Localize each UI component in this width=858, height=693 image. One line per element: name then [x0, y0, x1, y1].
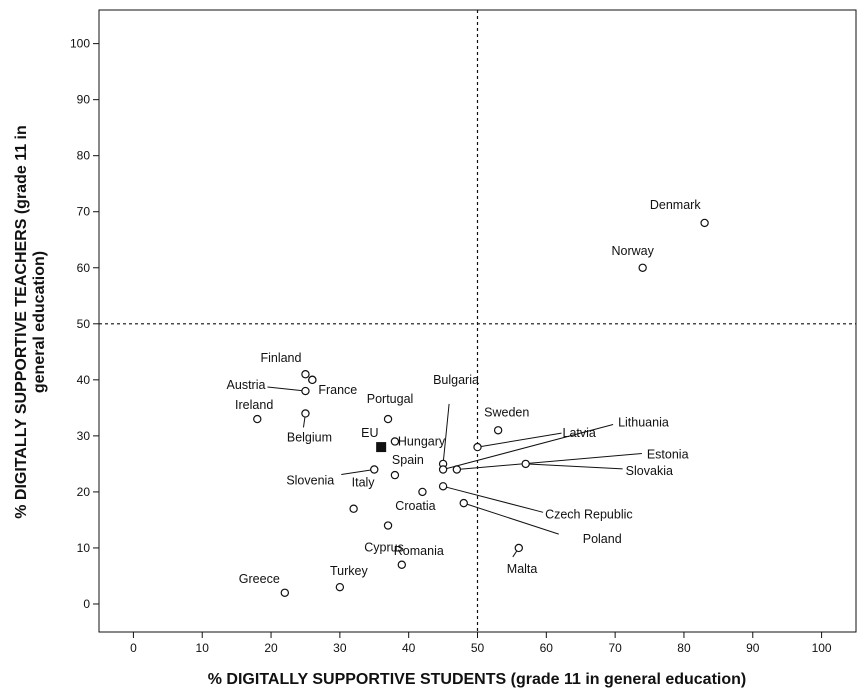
data-point — [253, 414, 262, 424]
point-label: Turkey — [330, 564, 368, 578]
y-tick-label: 10 — [77, 541, 91, 555]
y-axis-title-line-2: general education) — [31, 251, 48, 393]
data-point — [301, 370, 310, 379]
data-point — [638, 263, 647, 272]
data-point — [301, 386, 310, 396]
point-label: Slovenia — [286, 473, 334, 487]
x-axis-title: % DIGITALLY SUPPORTIVE STUDENTS (grade 1… — [208, 671, 746, 688]
y-tick-label: 50 — [77, 317, 91, 331]
data-points — [253, 218, 709, 597]
point-label: Romania — [394, 544, 444, 558]
data-point — [452, 465, 462, 474]
leader-line — [477, 432, 562, 448]
point-label: Portugal — [367, 392, 414, 406]
x-tick-label: 80 — [677, 641, 691, 655]
x-tick-label: 60 — [540, 641, 554, 655]
x-tick-label: 100 — [812, 641, 832, 655]
point-label: Bulgaria — [433, 373, 479, 387]
data-point — [700, 218, 709, 228]
y-tick-label: 0 — [83, 597, 90, 611]
point-labels: Denmark Norway Finland Austria France Ireland… — [227, 198, 702, 586]
x-axis-ticks: 0 10 20 30 40 50 60 70 80 90 100 — [130, 632, 832, 655]
point-label: Latvia — [563, 426, 596, 440]
leader-line — [341, 469, 375, 475]
leader-lines — [267, 386, 642, 558]
y-tick-label: 70 — [77, 205, 91, 219]
y-axis-ticks: 0 10 20 30 40 50 60 70 80 90 100 — [70, 37, 99, 611]
y-tick-label: 80 — [77, 149, 91, 163]
y-tick-label: 40 — [77, 373, 91, 387]
data-point — [370, 465, 379, 474]
point-label: Denmark — [650, 198, 701, 212]
leader-line — [267, 386, 306, 392]
data-point — [473, 442, 482, 452]
point-label: Poland — [583, 532, 622, 546]
point-label: Ireland — [235, 398, 273, 412]
x-tick-label: 90 — [746, 641, 760, 655]
data-point — [390, 437, 400, 446]
data-point — [301, 409, 310, 418]
point-label: Lithuania — [618, 415, 669, 429]
point-label: Czech Republic — [545, 507, 633, 521]
data-point — [383, 414, 393, 424]
data-point — [418, 487, 427, 497]
point-label: Austria — [227, 378, 266, 392]
x-tick-label: 10 — [196, 641, 210, 655]
point-label: Finland — [260, 351, 301, 365]
data-point — [397, 560, 406, 569]
x-tick-label: 20 — [264, 641, 278, 655]
point-label: France — [318, 383, 357, 397]
y-tick-label: 20 — [77, 485, 91, 499]
data-point — [383, 521, 393, 530]
point-label: Malta — [507, 562, 538, 576]
point-label: Croatia — [395, 499, 435, 513]
leader-line — [525, 463, 623, 470]
y-axis-title-line-1: % DIGITALLY SUPPORTIVE TEACHERS (grade 1… — [13, 125, 30, 519]
eu-marker — [376, 442, 387, 453]
y-tick-label: 60 — [77, 261, 91, 275]
leader-line — [463, 502, 559, 535]
point-label: Sweden — [484, 405, 529, 419]
data-point — [493, 426, 503, 435]
data-point — [335, 582, 345, 592]
point-label: Norway — [611, 244, 654, 258]
point-label: Estonia — [647, 447, 689, 461]
x-tick-label: 70 — [608, 641, 622, 655]
x-tick-label: 0 — [130, 641, 137, 655]
y-tick-label: 100 — [70, 37, 90, 51]
point-label: Italy — [352, 476, 376, 490]
point-label: Spain — [392, 453, 424, 467]
y-tick-label: 30 — [77, 429, 91, 443]
data-point — [308, 375, 317, 385]
leader-line — [442, 403, 450, 464]
point-label: Slovakia — [626, 464, 673, 478]
leader-line — [456, 452, 642, 470]
x-tick-label: 50 — [471, 641, 485, 655]
data-point — [349, 504, 358, 513]
data-point — [514, 543, 523, 553]
data-point — [521, 459, 530, 469]
leader-line — [442, 424, 614, 470]
data-point — [438, 465, 448, 474]
point-label: Hungary — [398, 434, 446, 448]
point-label: Greece — [239, 572, 280, 586]
y-tick-label: 90 — [77, 93, 91, 107]
data-point — [438, 482, 448, 491]
x-tick-label: 40 — [402, 641, 416, 655]
point-label: EU — [361, 426, 378, 440]
point-label: Belgium — [287, 430, 332, 444]
data-point — [280, 588, 290, 597]
data-point — [459, 498, 468, 508]
x-tick-label: 30 — [333, 641, 347, 655]
leader-line — [442, 485, 544, 513]
point-label: Cyprus — [364, 541, 404, 555]
data-point — [390, 470, 400, 480]
